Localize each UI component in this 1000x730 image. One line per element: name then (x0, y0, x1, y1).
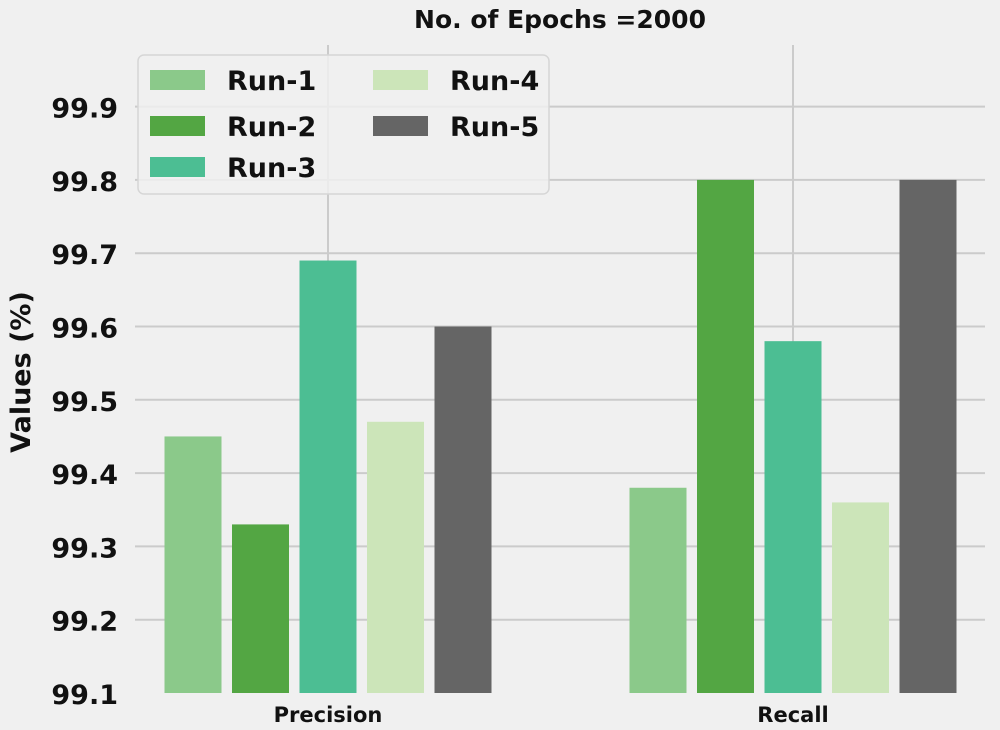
y-tick-label: 99.3 (51, 533, 118, 564)
bar-run-1-precision (164, 436, 222, 693)
bar-run-2-recall (697, 179, 754, 693)
bar-run-2-precision (232, 524, 289, 693)
y-tick-label: 99.1 (51, 680, 118, 711)
y-tick-labels: 99.1 99.2 99.3 99.4 99.5 99.6 99.7 99.8 99.9 (51, 94, 118, 711)
y-tick-label: 99.9 (51, 94, 118, 125)
legend-swatch-run-5 (373, 116, 428, 136)
legend-label-run-4: Run-4 (450, 66, 539, 97)
chart-title: No. of Epochs =2000 (414, 5, 706, 34)
y-tick-label: 99.7 (51, 240, 118, 271)
legend-swatch-run-1 (150, 70, 205, 90)
y-tick-label: 99.4 (51, 460, 118, 491)
legend-swatch-run-2 (150, 116, 205, 136)
y-axis-label: Values (%) (6, 291, 37, 453)
y-tick-label: 99.6 (51, 314, 118, 345)
y-tick-label: 99.8 (51, 167, 118, 198)
bars (164, 179, 957, 693)
legend-swatch-run-4 (373, 70, 428, 90)
x-tick-label: Precision (274, 703, 383, 727)
x-tick-labels: Precision Recall (274, 703, 829, 727)
bar-run-1-recall (629, 487, 687, 693)
bar-run-5-precision (434, 326, 492, 693)
bar-run-4-precision (367, 421, 424, 693)
legend-label-run-2: Run-2 (227, 112, 316, 143)
bar-run-5-recall (899, 179, 957, 693)
bar-run-4-recall (832, 502, 889, 693)
legend-label-run-5: Run-5 (450, 112, 539, 143)
legend-label-run-3: Run-3 (227, 153, 316, 184)
legend-frame (137, 54, 550, 195)
y-tick-label: 99.5 (51, 387, 118, 418)
x-tick-label: Recall (757, 703, 828, 727)
legend-label-run-1: Run-1 (227, 66, 316, 97)
legend: Run-1 Run-2 Run-3 Run-4 Run-5 (137, 54, 550, 195)
legend-swatch-run-3 (150, 157, 205, 177)
bar-run-3-recall (764, 341, 822, 693)
y-tick-label: 99.2 (51, 607, 118, 638)
bar-run-3-precision (299, 260, 357, 693)
